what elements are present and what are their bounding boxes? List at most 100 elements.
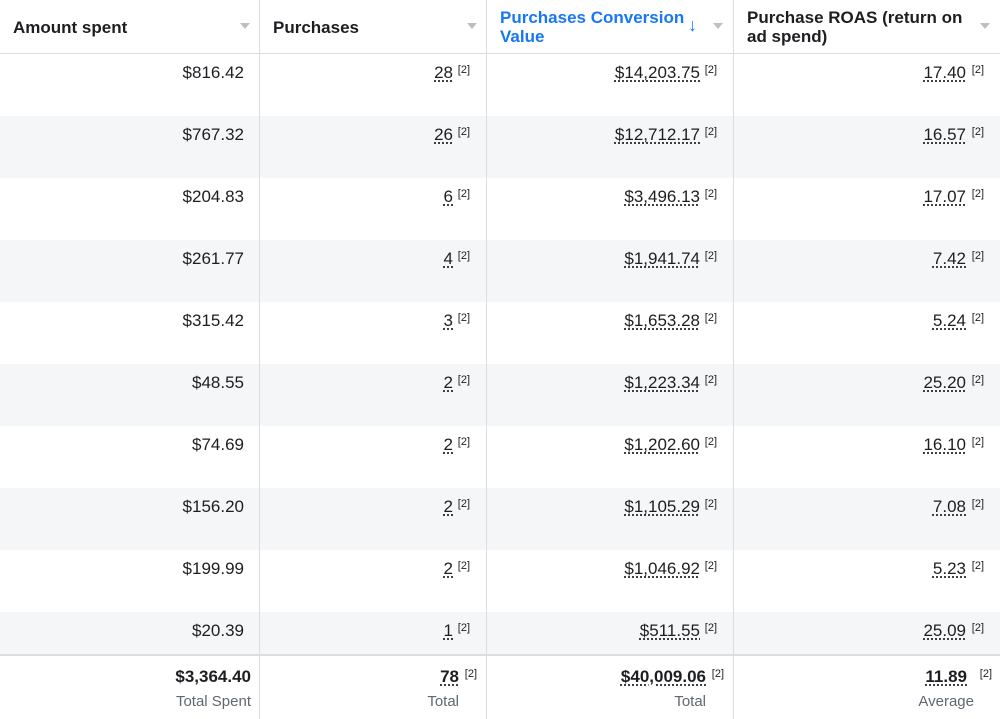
- table-footer-totals: $3,364.40 Total Spent 78 [2] Total $40,0…: [0, 654, 1000, 719]
- table-row[interactable]: $199.99 2 [2] $1,046.92 [2] 5.23 [2]: [0, 550, 1000, 612]
- footnote-marker[interactable]: [2]: [457, 622, 470, 634]
- table-row[interactable]: $261.77 4 [2] $1,941.74 [2] 7.42 [2]: [0, 240, 1000, 302]
- footnote-marker[interactable]: [2]: [457, 64, 470, 76]
- column-title: Purchases: [273, 17, 359, 37]
- cell-value[interactable]: $12,712.17: [614, 125, 700, 144]
- table-row[interactable]: $156.20 2 [2] $1,105.29 [2] 7.08 [2]: [0, 488, 1000, 550]
- table-row[interactable]: $204.83 6 [2] $3,496.13 [2] 17.07 [2]: [0, 178, 1000, 240]
- cell-value[interactable]: 2: [443, 435, 453, 454]
- cell-conversion-value: $1,105.29 [2]: [487, 488, 734, 550]
- footnote-marker[interactable]: [2]: [457, 560, 470, 572]
- footnote-marker[interactable]: [2]: [971, 560, 984, 572]
- total-value[interactable]: 78: [440, 667, 459, 686]
- cell-conversion-value: $12,712.17 [2]: [487, 116, 734, 178]
- footnote-marker[interactable]: [2]: [457, 188, 470, 200]
- footnote-marker[interactable]: [2]: [704, 436, 717, 448]
- chevron-down-icon[interactable]: [713, 23, 723, 29]
- cell-value[interactable]: 16.57: [923, 125, 966, 144]
- footnote-marker[interactable]: [2]: [704, 560, 717, 572]
- footnote-marker[interactable]: [2]: [971, 188, 984, 200]
- footnote-marker[interactable]: [2]: [971, 126, 984, 138]
- cell-purchase-roas: 17.07 [2]: [734, 178, 1000, 240]
- footnote-marker[interactable]: [2]: [704, 188, 717, 200]
- footnote-marker[interactable]: [2]: [704, 64, 717, 76]
- cell-value[interactable]: $1,046.92: [624, 559, 700, 578]
- cell-value[interactable]: 2: [443, 497, 453, 516]
- column-header-purchases-conversion-value[interactable]: Purchases Conversion Value ↓: [487, 0, 734, 54]
- footnote-marker[interactable]: [2]: [457, 312, 470, 324]
- footnote-marker[interactable]: [2]: [971, 498, 984, 510]
- total-label: Average: [918, 693, 974, 710]
- cell-value[interactable]: 28: [434, 63, 453, 82]
- cell-value[interactable]: $3,496.13: [624, 187, 700, 206]
- footnote-marker[interactable]: [2]: [464, 668, 477, 680]
- cell-value[interactable]: $14,203.75: [614, 63, 700, 82]
- column-header-purchase-roas[interactable]: Purchase ROAS (return on ad spend): [734, 0, 1000, 54]
- column-header-amount-spent[interactable]: Amount spent: [0, 0, 260, 54]
- cell-value[interactable]: 2: [443, 559, 453, 578]
- column-header-purchases[interactable]: Purchases: [260, 0, 487, 54]
- footnote-marker[interactable]: [2]: [979, 668, 992, 680]
- cell-value: $48.55: [192, 373, 244, 392]
- cell-value[interactable]: 17.07: [923, 187, 966, 206]
- cell-value[interactable]: 7.08: [932, 497, 966, 516]
- footnote-marker[interactable]: [2]: [711, 668, 724, 680]
- footnote-marker[interactable]: [2]: [971, 250, 984, 262]
- footnote-marker[interactable]: [2]: [704, 312, 717, 324]
- average-roas: 11.89 [2] Average: [734, 656, 1000, 719]
- cell-value[interactable]: 4: [443, 249, 453, 268]
- table-row[interactable]: $74.69 2 [2] $1,202.60 [2] 16.10 [2]: [0, 426, 1000, 488]
- footnote-marker[interactable]: [2]: [704, 374, 717, 386]
- footnote-marker[interactable]: [2]: [704, 622, 717, 634]
- cell-amount-spent: $816.42: [0, 54, 260, 116]
- cell-value[interactable]: 25.20: [923, 373, 966, 392]
- chevron-down-icon[interactable]: [467, 23, 477, 29]
- total-value[interactable]: $40,009.06: [620, 667, 706, 686]
- footnote-marker[interactable]: [2]: [457, 374, 470, 386]
- cell-value[interactable]: 1: [443, 621, 453, 640]
- cell-value: $199.99: [182, 559, 244, 578]
- cell-value[interactable]: 7.42: [932, 249, 966, 268]
- cell-value[interactable]: $511.55: [639, 621, 700, 640]
- cell-value[interactable]: 3: [443, 311, 453, 330]
- table-row[interactable]: $767.32 26 [2] $12,712.17 [2] 16.57 [2]: [0, 116, 1000, 178]
- cell-value[interactable]: $1,223.34: [624, 373, 700, 392]
- total-label: Total: [427, 693, 459, 710]
- cell-value[interactable]: $1,202.60: [624, 435, 700, 454]
- cell-conversion-value: $14,203.75 [2]: [487, 54, 734, 116]
- cell-value[interactable]: 16.10: [923, 435, 966, 454]
- cell-value[interactable]: 25.09: [923, 621, 966, 640]
- footnote-marker[interactable]: [2]: [971, 374, 984, 386]
- chevron-down-icon[interactable]: [240, 23, 250, 29]
- footnote-marker[interactable]: [2]: [457, 126, 470, 138]
- cell-purchase-roas: 7.08 [2]: [734, 488, 1000, 550]
- footnote-marker[interactable]: [2]: [704, 498, 717, 510]
- footnote-marker[interactable]: [2]: [704, 250, 717, 262]
- total-value[interactable]: 11.89: [925, 667, 967, 686]
- footnote-marker[interactable]: [2]: [971, 64, 984, 76]
- cell-value[interactable]: $1,653.28: [624, 311, 700, 330]
- cell-value[interactable]: 5.24: [932, 311, 966, 330]
- chevron-down-icon[interactable]: [980, 23, 990, 29]
- cell-conversion-value: $3,496.13 [2]: [487, 178, 734, 240]
- cell-value[interactable]: 5.23: [932, 559, 966, 578]
- footnote-marker[interactable]: [2]: [457, 498, 470, 510]
- cell-value[interactable]: 17.40: [923, 63, 966, 82]
- footnote-marker[interactable]: [2]: [971, 312, 984, 324]
- cell-value[interactable]: 6: [443, 187, 453, 206]
- sort-descending-icon[interactable]: ↓: [688, 15, 697, 35]
- cell-value[interactable]: $1,105.29: [624, 497, 700, 516]
- footnote-marker[interactable]: [2]: [971, 436, 984, 448]
- cell-value[interactable]: 2: [443, 373, 453, 392]
- cell-value[interactable]: $1,941.74: [624, 249, 700, 268]
- footnote-marker[interactable]: [2]: [457, 250, 470, 262]
- table-row[interactable]: $315.42 3 [2] $1,653.28 [2] 5.24 [2]: [0, 302, 1000, 364]
- total-label: Total: [674, 693, 706, 710]
- cell-purchase-roas: 25.20 [2]: [734, 364, 1000, 426]
- cell-value[interactable]: 26: [434, 125, 453, 144]
- footnote-marker[interactable]: [2]: [457, 436, 470, 448]
- footnote-marker[interactable]: [2]: [971, 622, 984, 634]
- footnote-marker[interactable]: [2]: [704, 126, 717, 138]
- table-row[interactable]: $48.55 2 [2] $1,223.34 [2] 25.20 [2]: [0, 364, 1000, 426]
- table-row[interactable]: $816.42 28 [2] $14,203.75 [2] 17.40 [2]: [0, 54, 1000, 116]
